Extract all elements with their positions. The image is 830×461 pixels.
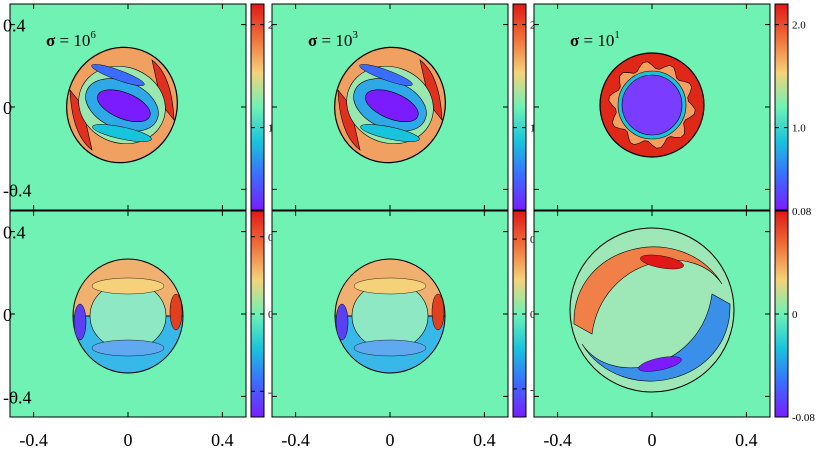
colorbar-tick-label: 1.0 [792, 123, 806, 135]
sigma-label: σ = 106 [46, 29, 96, 50]
colorbar-tick-label: -0.08 [792, 412, 815, 424]
contour-field [569, 227, 735, 393]
x-tick-label: -0.4 [543, 430, 572, 450]
y-tick-label: -0.4 [3, 180, 32, 200]
y-tick-label: 0 [3, 305, 12, 325]
colorbar-tick-label: 0 [530, 309, 536, 321]
x-tick-label: 0.4 [473, 430, 496, 450]
x-tick-label: 0 [386, 430, 395, 450]
y-tick-label: 0.4 [3, 223, 26, 243]
panel-r0c0: σ = 106 [9, 3, 247, 211]
x-tick-label: 0 [648, 430, 657, 450]
contour-field [66, 46, 178, 164]
x-tick-label: 0.4 [735, 430, 758, 450]
colorbar-tick-label: 0.08 [792, 206, 812, 218]
sigma-label: σ = 101 [570, 29, 620, 50]
contour-field [599, 52, 705, 158]
contour-field [334, 258, 446, 374]
colorbar: 2.0 1.0 [774, 3, 806, 211]
colorbar: 0.08 0 -0.08 [774, 206, 815, 424]
panel-r1c0 [9, 210, 247, 418]
x-tick-label: -0.4 [19, 430, 48, 450]
panel-r1c2 [533, 210, 771, 418]
colorbar: 0.60-0.6 [250, 210, 286, 418]
sigma-label: σ = 103 [308, 29, 358, 50]
colorbar-tick-label: 0 [792, 309, 798, 321]
panel-r0c2: σ = 101 [533, 3, 771, 211]
colorbar-tick-label: 0 [268, 309, 274, 321]
x-tick-label: 0.4 [211, 430, 234, 450]
contour-field [72, 258, 184, 374]
y-tick-label: 0.4 [3, 16, 26, 36]
x-tick-label: -0.4 [281, 430, 310, 450]
y-tick-label: 0 [3, 98, 12, 118]
x-tick-label: 0 [124, 430, 133, 450]
panel-r1c1 [271, 210, 509, 418]
colorbar-tick-label: 2.0 [792, 20, 806, 32]
panel-r0c1: σ = 103 [271, 3, 509, 211]
contour-field [334, 46, 446, 164]
y-tick-label: -0.4 [3, 387, 32, 407]
